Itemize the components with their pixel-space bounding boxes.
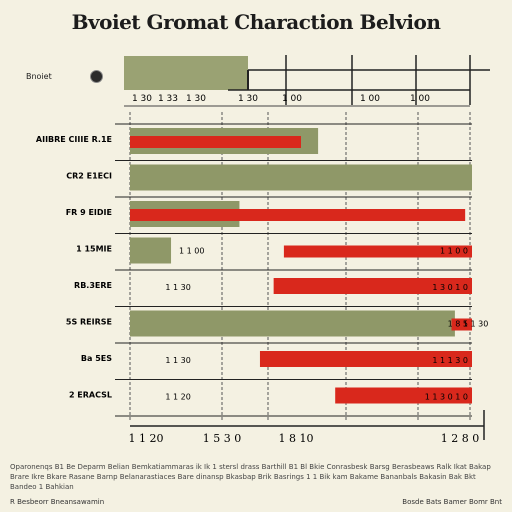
legend-label: Bnoiet xyxy=(26,72,52,81)
footer-credit: Bosde Bats Bamer Bomr Bnt xyxy=(402,498,502,506)
category-label: FR 9 EIDIE xyxy=(66,208,112,217)
data-label: 1 1 00 xyxy=(179,247,204,256)
x-tick-label: 1 2 8 0 xyxy=(441,432,479,445)
right-value-label: 1 3 0 1 0 xyxy=(432,283,468,292)
footnote: Oparonenqs B1 Be Deparm Belian Bemkatiam… xyxy=(10,463,491,491)
bar-series-2 xyxy=(273,278,472,294)
category-label: 2 ERACSL xyxy=(69,391,112,400)
bar-series-2 xyxy=(130,209,466,221)
legend-marker xyxy=(90,70,103,83)
category-label: 1 15MIE xyxy=(76,245,112,254)
chart-title: Bvoiet Gromat Charaction Belvion xyxy=(71,10,441,34)
bar-series-2 xyxy=(283,245,472,258)
category-label: CR2 E1ECI xyxy=(66,172,112,181)
top-tick-label: 1 00 xyxy=(282,94,302,104)
data-label: 1 1 20 xyxy=(165,393,190,402)
top-tick-label: 1 00 xyxy=(360,94,380,104)
x-tick-label: 1 5 3 0 xyxy=(203,432,241,445)
top-tick-label: 1 30 xyxy=(132,94,152,104)
top-tick-label: 1 33 xyxy=(158,94,178,104)
category-label: 5S REIRSE xyxy=(66,318,112,327)
bar-series-1 xyxy=(130,237,172,264)
bar-series-2 xyxy=(130,136,301,148)
bar-series-2 xyxy=(259,351,472,367)
top-tick-label: 1 00 xyxy=(410,94,430,104)
x-tick-label: 1 1 20 xyxy=(129,432,164,445)
bar-series-2 xyxy=(451,318,472,331)
category-label: RB.3ERE xyxy=(74,281,112,290)
right-value-label: 1 1 0 0 xyxy=(440,247,468,256)
category-label: AIIBRE CIIIE R.1E xyxy=(36,135,112,144)
bar-series-2 xyxy=(335,387,472,404)
header-band xyxy=(124,56,248,90)
top-tick-label: 1 30 xyxy=(238,94,258,104)
bar-series-1 xyxy=(130,164,472,191)
top-tick-label: 1 30 xyxy=(186,94,206,104)
right-value-label: 1 8 5 xyxy=(448,320,468,329)
footer-source: R Besbeorr Bneansawamin xyxy=(10,498,105,506)
bar-series-1 xyxy=(130,310,455,337)
data-label: 1 1 30 xyxy=(165,356,190,365)
right-value-label: 1 1 1 3 0 xyxy=(432,356,468,365)
x-tick-label: 1 8 10 xyxy=(279,432,314,445)
category-label: Ba 5ES xyxy=(81,354,112,363)
right-value-label: 1 1 3 0 1 0 xyxy=(425,393,468,402)
data-label: 1 1 30 xyxy=(463,320,488,329)
data-label: 1 1 30 xyxy=(165,283,190,292)
